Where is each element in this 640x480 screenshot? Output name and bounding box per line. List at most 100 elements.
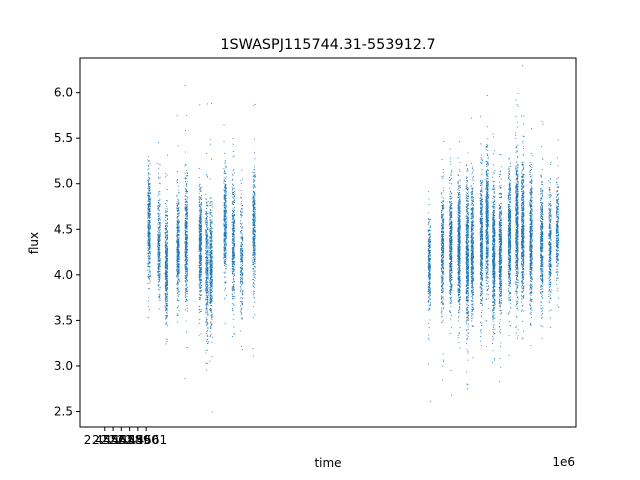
data-point bbox=[165, 232, 167, 234]
data-point bbox=[200, 225, 202, 227]
data-point bbox=[209, 302, 211, 304]
data-point bbox=[200, 217, 202, 219]
data-point bbox=[159, 229, 161, 231]
data-point bbox=[233, 304, 235, 306]
data-point bbox=[211, 201, 213, 202]
data-point bbox=[200, 287, 202, 289]
data-point bbox=[224, 260, 226, 262]
data-point bbox=[205, 288, 207, 290]
data-point bbox=[177, 277, 179, 279]
data-point bbox=[225, 201, 227, 203]
data-point bbox=[198, 177, 200, 178]
data-point bbox=[184, 264, 186, 266]
data-point bbox=[224, 203, 226, 205]
data-point bbox=[240, 256, 242, 258]
data-point bbox=[186, 227, 188, 229]
data-point bbox=[210, 230, 212, 232]
data-point bbox=[233, 227, 234, 229]
data-point bbox=[207, 295, 209, 296]
data-point bbox=[177, 179, 178, 181]
data-point bbox=[200, 273, 202, 275]
data-point bbox=[428, 259, 430, 261]
data-point bbox=[165, 220, 167, 222]
data-point bbox=[200, 196, 202, 198]
data-point bbox=[234, 215, 235, 217]
data-point bbox=[252, 237, 254, 239]
data-point bbox=[199, 240, 201, 242]
data-point bbox=[254, 208, 256, 210]
data-point bbox=[177, 232, 179, 234]
data-point bbox=[148, 197, 150, 199]
data-point bbox=[177, 249, 179, 251]
data-point bbox=[166, 298, 168, 300]
data-point bbox=[177, 289, 179, 291]
data-point bbox=[430, 219, 431, 220]
data-point bbox=[207, 278, 209, 280]
data-point bbox=[210, 209, 212, 211]
data-point bbox=[200, 235, 201, 236]
data-point bbox=[177, 227, 179, 228]
data-point bbox=[158, 213, 160, 215]
data-point bbox=[159, 267, 161, 269]
data-point bbox=[225, 165, 227, 167]
data-point bbox=[157, 281, 159, 283]
data-point bbox=[223, 168, 225, 169]
data-point bbox=[176, 250, 178, 252]
data-point bbox=[177, 239, 179, 241]
data-point bbox=[185, 207, 187, 209]
data-point bbox=[224, 202, 226, 204]
data-point bbox=[164, 279, 166, 281]
data-point bbox=[187, 268, 188, 270]
data-point bbox=[199, 219, 201, 221]
data-point bbox=[200, 259, 202, 261]
data-point bbox=[242, 211, 244, 213]
data-point bbox=[210, 301, 212, 303]
data-point bbox=[157, 242, 159, 244]
data-point bbox=[429, 232, 431, 234]
data-point bbox=[428, 243, 430, 245]
data-point bbox=[184, 222, 186, 224]
data-point bbox=[166, 303, 168, 305]
data-point bbox=[241, 205, 243, 207]
data-point bbox=[199, 238, 200, 240]
data-point bbox=[178, 249, 180, 251]
data-point bbox=[232, 189, 234, 190]
data-point bbox=[224, 243, 225, 245]
data-point bbox=[159, 264, 161, 266]
data-point bbox=[164, 297, 166, 299]
data-point bbox=[210, 231, 212, 233]
data-point bbox=[223, 211, 225, 213]
data-point bbox=[158, 182, 160, 184]
data-point bbox=[176, 226, 178, 228]
data-point bbox=[158, 256, 160, 257]
data-point bbox=[166, 248, 168, 249]
data-point bbox=[254, 280, 256, 282]
data-point bbox=[176, 264, 178, 265]
data-point bbox=[428, 264, 430, 265]
data-point bbox=[186, 207, 188, 209]
data-point bbox=[157, 223, 159, 225]
data-point bbox=[428, 265, 430, 267]
data-point bbox=[241, 169, 243, 171]
data-point bbox=[185, 195, 186, 197]
data-point bbox=[165, 294, 167, 296]
data-point bbox=[178, 240, 180, 242]
data-point bbox=[428, 363, 429, 365]
data-point bbox=[224, 198, 225, 200]
data-point bbox=[210, 243, 212, 245]
data-point bbox=[205, 269, 207, 271]
data-point bbox=[177, 242, 179, 244]
data-point bbox=[159, 273, 161, 275]
data-point bbox=[234, 242, 235, 244]
data-point bbox=[210, 253, 212, 255]
data-point bbox=[429, 286, 431, 288]
data-point bbox=[254, 275, 256, 277]
data-point bbox=[184, 378, 186, 380]
data-point bbox=[184, 232, 186, 233]
data-point bbox=[186, 208, 187, 210]
data-point bbox=[198, 210, 200, 212]
data-point bbox=[200, 235, 202, 237]
data-point bbox=[148, 220, 149, 222]
data-point bbox=[224, 188, 226, 189]
data-point bbox=[209, 293, 211, 295]
